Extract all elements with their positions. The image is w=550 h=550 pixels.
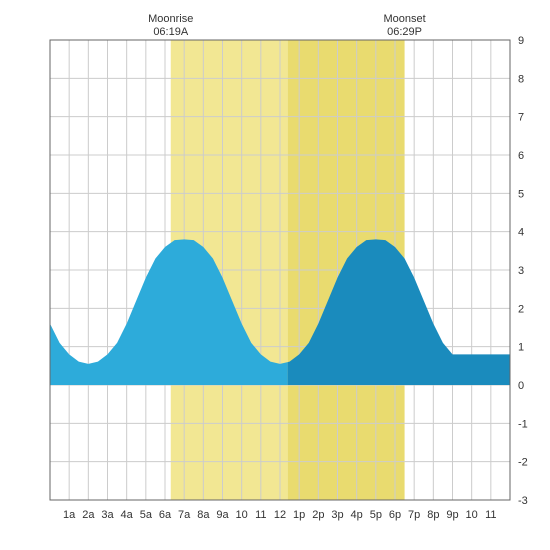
x-tick-label: 4p — [351, 509, 363, 521]
x-tick-label: 1a — [63, 509, 76, 521]
moonset-time: 06:29P — [387, 26, 422, 38]
y-tick-label: 7 — [518, 112, 524, 124]
x-tick-label: 8p — [427, 509, 439, 521]
x-tick-label: 2p — [312, 509, 324, 521]
x-tick-label: 5p — [370, 509, 382, 521]
y-tick-label: 5 — [518, 188, 524, 200]
x-tick-label: 1p — [293, 509, 305, 521]
y-tick-label: -1 — [518, 418, 528, 430]
x-tick-label: 5a — [140, 509, 153, 521]
x-tick-label: 11 — [485, 509, 496, 521]
moonrise-time: 06:19A — [153, 26, 189, 38]
x-tick-label: 7p — [408, 509, 420, 521]
x-tick-label: 11 — [255, 509, 266, 521]
x-tick-label: 3p — [331, 509, 343, 521]
x-tick-label: 7a — [178, 509, 191, 521]
y-tick-label: 4 — [518, 227, 524, 239]
x-tick-label: 4a — [121, 509, 134, 521]
y-tick-label: 1 — [518, 342, 524, 354]
x-tick-label: 9a — [216, 509, 229, 521]
y-tick-label: 6 — [518, 150, 524, 162]
moonrise-label: Moonrise — [148, 13, 193, 25]
y-tick-label: 3 — [518, 265, 524, 277]
x-tick-label: 9p — [446, 509, 458, 521]
y-tick-label: -3 — [518, 495, 528, 507]
y-tick-label: -2 — [518, 457, 528, 469]
x-tick-label: 8a — [197, 509, 210, 521]
moonset-label: Moonset — [383, 13, 425, 25]
x-tick-label: 6p — [389, 509, 401, 521]
y-tick-label: 9 — [518, 35, 524, 47]
y-tick-label: 0 — [518, 380, 524, 392]
tide-chart: -3-2-101234567891a2a3a4a5a6a7a8a9a101112… — [10, 10, 540, 540]
chart-svg: -3-2-101234567891a2a3a4a5a6a7a8a9a101112… — [10, 10, 540, 540]
x-tick-label: 12 — [274, 509, 286, 521]
x-tick-label: 10 — [466, 509, 478, 521]
x-tick-label: 3a — [101, 509, 114, 521]
y-tick-label: 8 — [518, 73, 524, 85]
x-tick-label: 6a — [159, 509, 172, 521]
x-tick-label: 10 — [236, 509, 248, 521]
x-tick-label: 2a — [82, 509, 95, 521]
y-tick-label: 2 — [518, 303, 524, 315]
